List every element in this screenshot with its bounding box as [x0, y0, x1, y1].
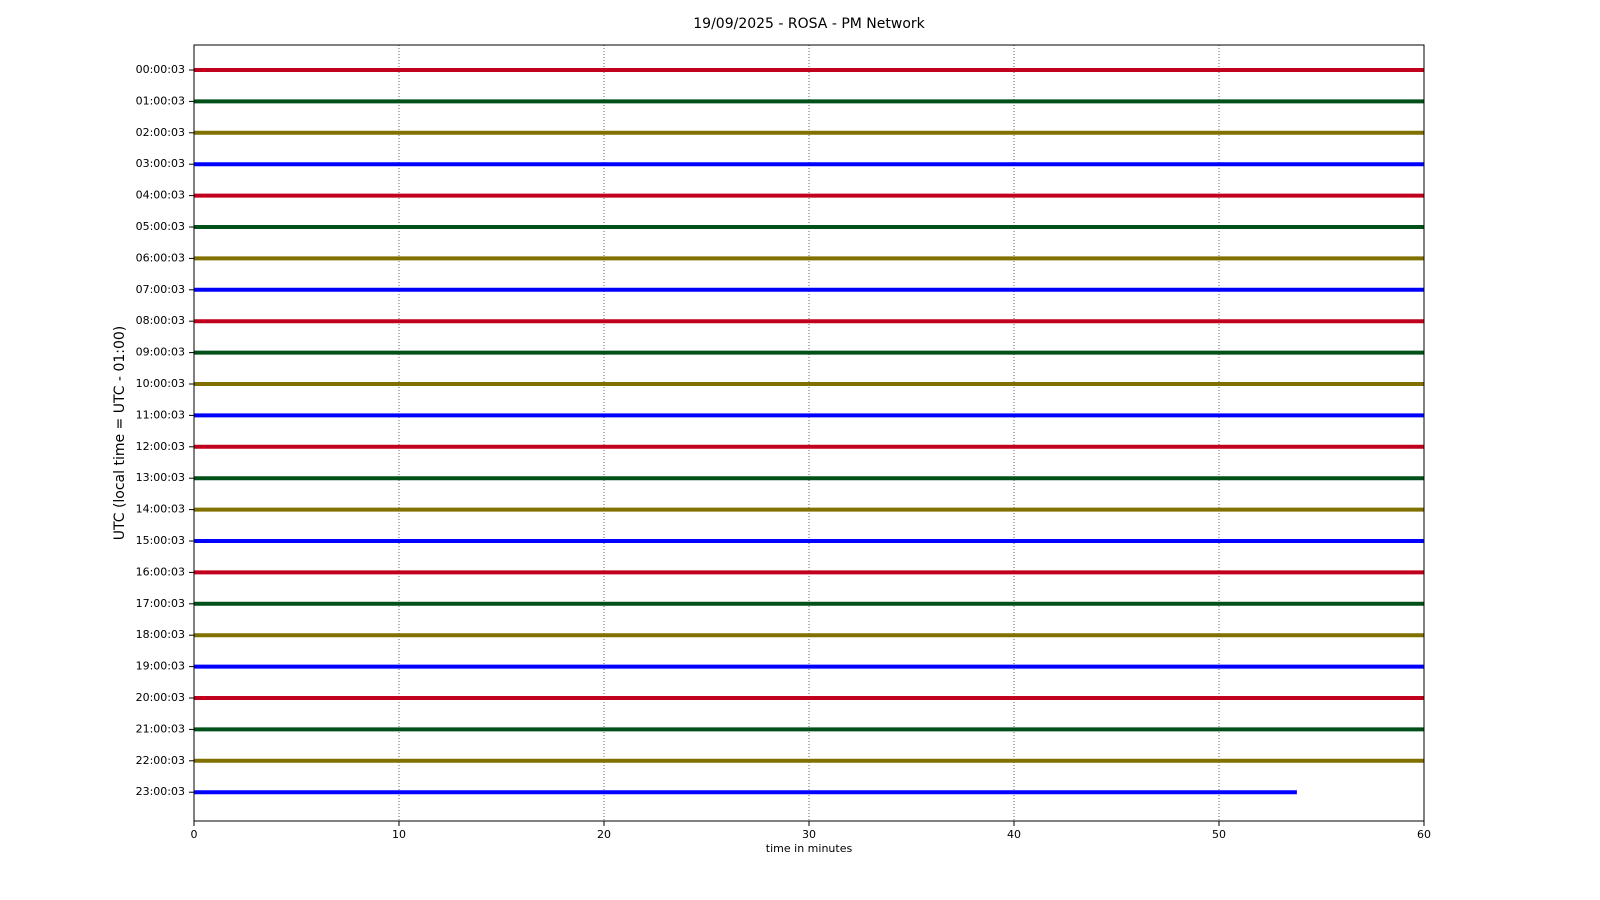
row-label: 11:00:03 [136, 408, 185, 421]
row-label: 13:00:03 [136, 471, 185, 484]
x-tick-label: 0 [191, 828, 198, 841]
x-tick-label: 40 [1007, 828, 1021, 841]
y-axis-label: UTC (local time = UTC - 01:00) [112, 326, 128, 541]
plot-frame [193, 44, 1425, 822]
row-label: 17:00:03 [136, 597, 185, 610]
row-label: 18:00:03 [136, 628, 185, 641]
row-label: 04:00:03 [136, 189, 185, 202]
row-label: 12:00:03 [136, 440, 185, 453]
row-label: 06:00:03 [136, 251, 185, 264]
row-label: 00:00:03 [136, 63, 185, 76]
row-label: 01:00:03 [136, 94, 185, 107]
row-label: 03:00:03 [136, 157, 185, 170]
x-tick-label: 10 [392, 828, 406, 841]
row-label: 21:00:03 [136, 722, 185, 735]
row-label: 02:00:03 [136, 126, 185, 139]
x-tick-label: 20 [597, 828, 611, 841]
row-label: 09:00:03 [136, 346, 185, 359]
row-label: 22:00:03 [136, 754, 185, 767]
row-label: 08:00:03 [136, 314, 185, 327]
x-tick-label: 30 [802, 828, 816, 841]
chart-title: 19/09/2025 - ROSA - PM Network [693, 16, 925, 32]
row-label: 15:00:03 [136, 534, 185, 547]
row-label: 20:00:03 [136, 691, 185, 704]
x-tick-label: 60 [1417, 828, 1431, 841]
row-label: 14:00:03 [136, 503, 185, 516]
x-axis-label: time in minutes [766, 842, 853, 855]
row-label: 10:00:03 [136, 377, 185, 390]
row-label: 23:00:03 [136, 785, 185, 798]
row-label: 19:00:03 [136, 660, 185, 673]
x-tick-label: 50 [1212, 828, 1226, 841]
row-label: 16:00:03 [136, 565, 185, 578]
row-label: 07:00:03 [136, 283, 185, 296]
row-label: 05:00:03 [136, 220, 185, 233]
